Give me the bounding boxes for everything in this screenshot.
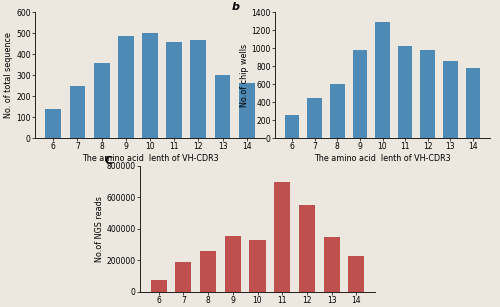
Bar: [118, 37, 134, 138]
Bar: [250, 240, 266, 292]
Bar: [398, 45, 412, 138]
Bar: [348, 256, 364, 292]
Bar: [46, 109, 61, 138]
Bar: [150, 280, 166, 292]
Text: C: C: [105, 156, 113, 166]
Bar: [239, 83, 254, 138]
Y-axis label: No. of total sequence: No. of total sequence: [4, 32, 14, 118]
Bar: [176, 262, 192, 292]
Bar: [190, 40, 206, 138]
Bar: [142, 33, 158, 138]
Bar: [375, 22, 390, 138]
Bar: [166, 42, 182, 138]
Bar: [420, 50, 435, 138]
Bar: [225, 236, 241, 292]
Text: b: b: [232, 2, 240, 12]
X-axis label: The amino acid  lenth of VH-CDR3: The amino acid lenth of VH-CDR3: [82, 154, 218, 163]
Bar: [214, 75, 230, 138]
X-axis label: The amino acid  lenth of VH-CDR3: The amino acid lenth of VH-CDR3: [314, 154, 451, 163]
Bar: [330, 84, 344, 138]
Bar: [308, 98, 322, 138]
Bar: [324, 237, 340, 292]
Bar: [70, 86, 86, 138]
Bar: [299, 205, 315, 292]
Bar: [352, 50, 367, 138]
Bar: [274, 182, 290, 292]
Bar: [200, 251, 216, 292]
Y-axis label: No.of chip wells: No.of chip wells: [240, 44, 248, 107]
Bar: [94, 63, 110, 138]
Bar: [466, 68, 480, 138]
Y-axis label: No.of NGS reads: No.of NGS reads: [95, 196, 104, 262]
Bar: [285, 115, 300, 138]
Bar: [443, 61, 458, 138]
